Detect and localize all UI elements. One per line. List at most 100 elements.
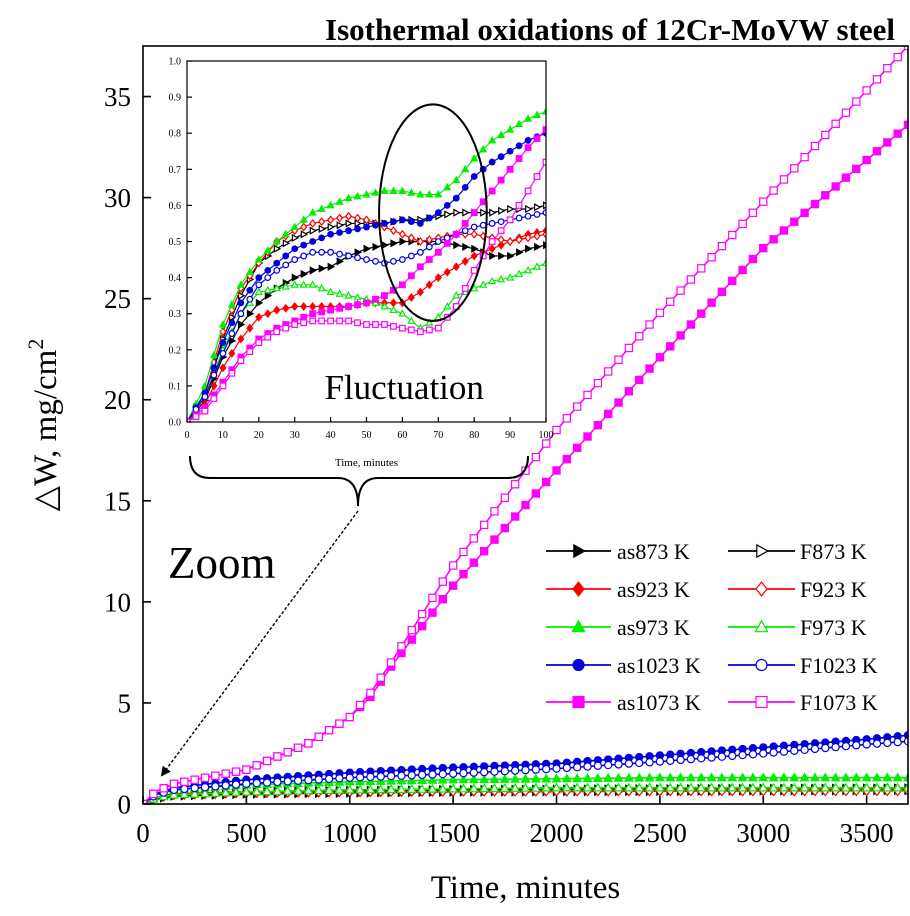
main-point-f1023-k [221,781,230,790]
inset-point-f973-k [317,283,326,292]
main-point-f1073-k [790,164,799,173]
inset-point-as973-k [281,229,290,238]
inset-point-as873-k [534,242,542,252]
main-point-f1023-k [231,780,241,789]
inset-point-f1073-k [246,348,254,356]
inset-point-as1073-k [318,308,326,316]
main-point-f1073-k [180,777,189,786]
main-point-f1023-k [459,768,468,778]
main-point-f973-k [520,782,531,792]
main-point-f1023-k [376,772,385,781]
main-point-f1023-k [438,769,447,779]
main-point-f973-k [272,785,283,795]
main-point-as1073-k [666,342,675,351]
inset-point-as1023-k [327,230,335,238]
chart-title: Isothermal oxidations of 12Cr-MoVW steel [325,12,895,47]
main-point-as973-k [572,773,583,783]
inset-point-as873-k [363,244,371,253]
inset-point-f1073-k [282,324,290,332]
inset-point-as923-k [219,363,227,373]
inset-point-f973-k [452,291,461,299]
main-point-as973-k [417,774,428,785]
inset-point-f1073-k [434,324,442,332]
main-point-f1073-k [231,767,241,776]
main-point-f1023-k [531,765,541,774]
inset-point-f873-k [345,219,354,228]
inset-point-as973-k [344,193,353,202]
inset-y-tick-label: 0.5 [169,237,182,248]
main-point-as973-k [592,772,603,782]
inset-point-as923-k [237,334,245,344]
inset-point-as873-k [516,248,524,257]
inset-point-as1073-k [425,256,433,263]
main-point-f1073-k [562,414,572,423]
inset-point-f1023-k [407,252,415,260]
main-point-as1073-k [562,454,572,464]
main-point-f1073-k [428,593,437,603]
inset-point-f1023-k [345,252,352,260]
main-point-f973-k [458,783,469,793]
main-point-f973-k [851,782,862,792]
main-point-f1023-k [810,744,820,754]
inset-point-f1023-k [282,261,290,269]
main-point-as1073-k [779,226,789,235]
inset-point-as1073-k [327,306,334,314]
main-point-f973-k [778,782,789,792]
main-point-f973-k [262,786,273,796]
main-point-f973-k [561,782,572,792]
inset-point-f873-k [444,210,452,219]
main-point-f1023-k [448,769,458,778]
main-point-f1073-k [262,756,272,766]
legend-label-as923-k: as923 K [617,577,690,602]
inset-point-as1023-k [506,147,514,155]
inset-point-f1023-k [390,257,397,265]
main-x-tick-label: 0 [136,818,150,848]
main-point-f973-k [448,783,459,793]
main-point-as1073-k [686,320,696,329]
inset-point-as1023-k [390,218,397,226]
main-point-as1073-k [479,546,489,556]
main-point-as973-k [613,772,624,782]
inset-point-as1073-k [461,220,469,227]
inset-point-as873-k [228,336,237,345]
main-point-f1073-k [583,390,592,400]
inset-point-as1073-k [381,292,388,300]
main-point-f1073-k [459,547,468,557]
main-point-as973-k [830,772,841,782]
main-point-f1073-k [366,688,375,698]
inset-point-as973-k [541,107,546,115]
inset-point-as873-k [264,291,273,300]
inset-point-as1023-k [237,299,245,307]
inset-point-as1073-k [354,301,361,309]
main-point-f1073-k [417,609,427,619]
main-point-f1073-k [293,743,303,752]
inset-point-as1023-k [273,259,281,267]
main-y-tick-label: 35 [104,82,131,112]
main-point-f1073-k [211,771,220,780]
main-point-as1073-k [903,120,908,130]
inset-point-as973-k [353,191,362,200]
main-point-as1023-k [903,731,908,740]
inset-point-as1023-k [246,286,254,294]
main-point-f1023-k [738,750,747,760]
main-point-f973-k [231,786,242,796]
main-point-f1073-k [821,130,830,140]
inset-point-f973-k [290,280,299,288]
main-y-axis-label: △W, mg/cm2 [23,339,64,512]
inset-x-tick-label: 70 [433,430,443,441]
main-point-as1073-k [417,621,427,631]
main-point-as973-k [861,772,872,782]
main-point-as1073-k [531,489,541,498]
inset-point-as973-k [371,188,380,196]
main-point-f1023-k [800,745,809,755]
main-point-f973-k [768,782,779,792]
main-point-f1023-k [355,773,365,782]
main-point-f973-k [220,787,231,797]
main-point-as973-k [458,774,469,784]
main-point-f1023-k [500,766,510,776]
inset-point-f873-k [507,204,515,214]
main-point-f973-k [840,782,851,792]
main-point-as973-k [468,774,479,784]
main-point-as1073-k [728,276,737,286]
